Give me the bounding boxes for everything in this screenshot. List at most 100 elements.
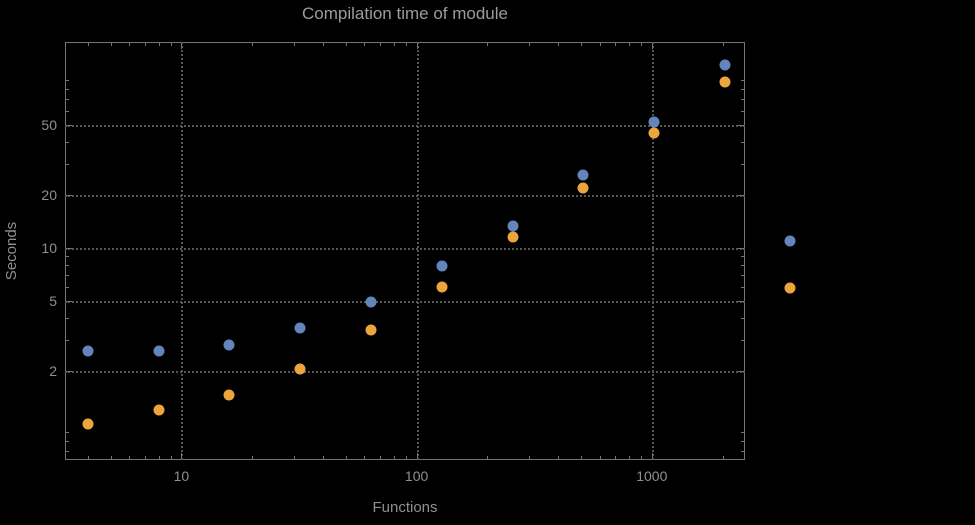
x-tick-mark <box>144 456 146 459</box>
y-tick-mark <box>741 274 744 276</box>
x-tick-mark <box>615 456 617 459</box>
data-point <box>436 260 448 272</box>
y-tick-mark <box>66 300 72 302</box>
y-gridline <box>65 124 745 127</box>
y-tick-mark <box>66 370 72 372</box>
y-tick-mark <box>741 255 744 257</box>
y-tick-mark <box>66 79 69 81</box>
y-tick-mark <box>66 450 69 452</box>
x-tick-mark <box>181 453 183 459</box>
y-tick-mark <box>741 141 744 143</box>
x-tick-mark <box>651 453 653 459</box>
data-point <box>82 418 94 429</box>
x-tick-mark <box>416 43 418 49</box>
x-tick-mark <box>345 43 347 46</box>
x-tick-mark <box>144 43 146 46</box>
y-gridline <box>65 370 745 373</box>
plot-area <box>65 42 745 460</box>
x-tick-mark <box>110 43 112 46</box>
data-point <box>719 59 731 71</box>
x-tick-mark <box>629 43 631 46</box>
data-point <box>577 169 589 181</box>
x-tick-mark <box>641 43 643 46</box>
x-tick-mark <box>129 456 131 459</box>
x-tick-mark <box>528 43 530 46</box>
data-point <box>507 220 519 232</box>
data-point <box>436 281 448 293</box>
y-tick-mark <box>66 440 69 442</box>
y-tick-mark <box>741 163 744 165</box>
y-tick-mark <box>66 274 69 276</box>
x-tick-mark <box>722 456 724 459</box>
y-tick-mark <box>66 317 69 319</box>
data-point <box>294 363 306 375</box>
x-tick-mark <box>558 43 560 46</box>
y-gridline <box>65 300 745 303</box>
data-point <box>365 296 377 308</box>
y-tick-mark <box>66 141 69 143</box>
y-tick-mark <box>66 99 69 101</box>
y-tick-label: 5 <box>49 292 57 309</box>
y-tick-label: 50 <box>41 116 57 133</box>
y-tick-mark <box>66 194 72 196</box>
x-tick-mark <box>170 456 172 459</box>
x-tick-mark <box>581 43 582 46</box>
x-gridline <box>416 42 419 460</box>
y-tick-mark <box>66 110 69 112</box>
x-tick-mark <box>641 456 643 459</box>
x-tick-label: 10 <box>173 468 190 484</box>
y-tick-mark <box>741 110 744 112</box>
x-tick-label: 1000 <box>636 468 668 484</box>
x-tick-mark <box>651 43 653 49</box>
data-point <box>648 127 660 139</box>
x-tick-mark <box>380 43 382 46</box>
x-tick-mark <box>252 456 254 459</box>
y-tick-mark <box>66 255 69 257</box>
y-tick-mark <box>738 300 744 302</box>
x-tick-mark <box>487 43 489 46</box>
data-point <box>153 404 165 416</box>
x-gridline <box>181 42 184 460</box>
x-tick-mark <box>581 456 582 459</box>
y-tick-mark <box>741 440 744 442</box>
y-tick-mark <box>738 194 744 196</box>
data-point <box>294 322 306 334</box>
x-tick-mark <box>528 456 530 459</box>
data-point <box>153 345 165 357</box>
data-point <box>82 345 94 357</box>
x-tick-mark <box>158 43 160 46</box>
y-tick-mark <box>66 286 69 288</box>
y-gridline <box>65 247 745 250</box>
x-tick-mark <box>405 456 407 459</box>
chart-title: Compilation time of module <box>302 4 508 23</box>
y-tick-label: 20 <box>41 186 57 203</box>
x-gridline <box>651 42 654 460</box>
y-tick-mark <box>66 264 69 266</box>
x-tick-mark <box>158 456 160 459</box>
x-tick-mark <box>293 43 295 46</box>
data-point <box>223 389 235 401</box>
y-tick-mark <box>741 264 744 266</box>
y-tick-mark <box>738 370 744 372</box>
y-tick-mark <box>741 431 744 433</box>
x-tick-mark <box>323 43 324 46</box>
x-tick-mark <box>129 43 131 46</box>
x-tick-mark <box>599 456 601 459</box>
x-tick-mark <box>416 453 418 459</box>
x-tick-mark <box>252 43 254 46</box>
y-tick-mark <box>66 124 72 126</box>
x-tick-mark <box>615 43 617 46</box>
y-tick-mark <box>738 247 744 249</box>
x-tick-mark <box>110 456 112 459</box>
x-tick-mark <box>87 43 89 46</box>
x-tick-mark <box>293 456 295 459</box>
y-tick-mark <box>741 79 744 81</box>
y-tick-label: 2 <box>49 362 57 379</box>
y-tick-mark <box>741 450 744 452</box>
data-point <box>648 116 660 128</box>
y-tick-mark <box>66 163 69 165</box>
x-tick-mark <box>599 43 601 46</box>
legend-marker <box>784 235 796 247</box>
x-tick-mark <box>393 456 395 459</box>
